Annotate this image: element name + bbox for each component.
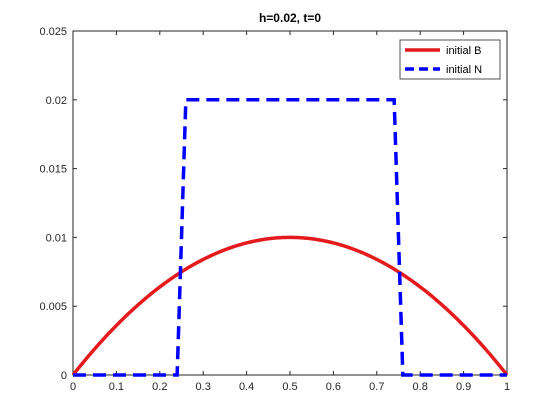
x-tick-label: 0.2 xyxy=(152,381,167,393)
y-tick-label: 0.015 xyxy=(39,164,67,176)
x-tick-label: 0.4 xyxy=(239,381,254,393)
x-tick-label: 1 xyxy=(504,381,510,393)
x-tick-label: 0.8 xyxy=(413,381,428,393)
series-initial-n-line xyxy=(73,98,507,377)
legend-items: initial B initial N xyxy=(405,45,482,76)
legend: initial B initial N xyxy=(399,39,501,80)
y-tick-label: 0.005 xyxy=(39,301,67,313)
legend-label: initial N xyxy=(446,64,482,76)
x-tick-label: 0.1 xyxy=(109,381,124,393)
x-tick-label: 0.9 xyxy=(456,381,471,393)
y-tick-labels: 0 0.005 0.01 0.015 0.02 0.025 xyxy=(39,26,67,382)
x-tick-label: 0.7 xyxy=(369,381,384,393)
y-tick-label: 0 xyxy=(61,370,67,382)
x-tick-labels: 0 0.1 0.2 0.3 0.4 0.5 0.6 0.7 0.8 0.9 1 xyxy=(70,381,510,393)
plot-area xyxy=(72,30,508,376)
series-initial-b-line xyxy=(71,235,509,377)
y-tick-label: 0.025 xyxy=(39,26,67,38)
legend-box xyxy=(399,39,501,80)
chart-title: h=0.02, t=0 xyxy=(259,11,321,25)
legend-label: initial B xyxy=(446,45,481,57)
x-tick-label: 0.6 xyxy=(326,381,341,393)
y-tick-label: 0.01 xyxy=(46,232,67,244)
x-tick-label: 0 xyxy=(70,381,76,393)
y-tick-label: 0.02 xyxy=(46,95,67,107)
x-tick-label: 0.5 xyxy=(282,381,297,393)
x-tick-label: 0.3 xyxy=(196,381,211,393)
series-lines xyxy=(71,98,509,377)
axes xyxy=(72,30,508,376)
